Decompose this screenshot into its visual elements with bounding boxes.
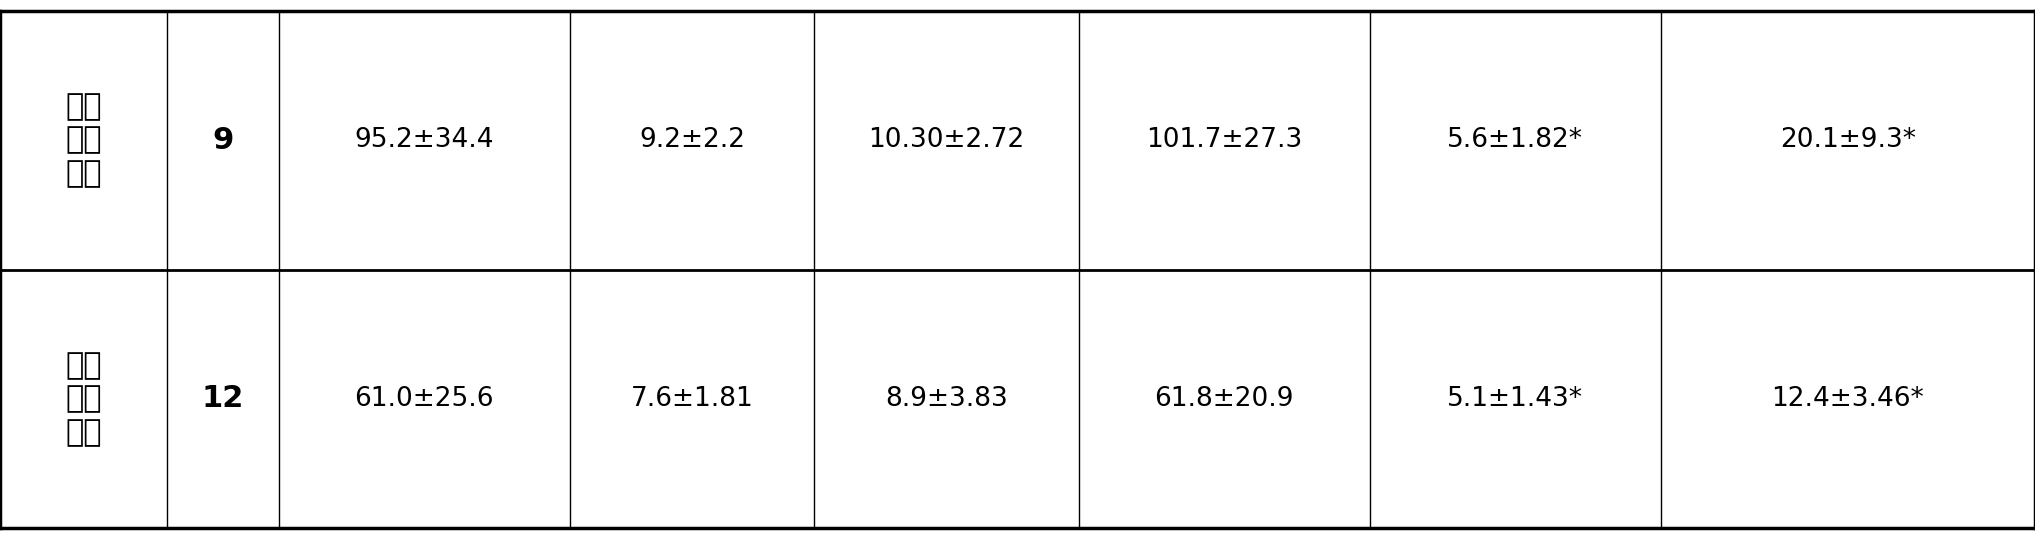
Text: 61.0±25.6: 61.0±25.6 — [354, 386, 495, 412]
Text: 5.1±1.43*: 5.1±1.43* — [1447, 386, 1583, 412]
Text: 9: 9 — [212, 126, 234, 155]
Text: 101.7±27.3: 101.7±27.3 — [1146, 127, 1302, 153]
Text: 慢性
重度
肝炎: 慢性 重度 肝炎 — [65, 351, 102, 447]
Text: 61.8±20.9: 61.8±20.9 — [1154, 386, 1294, 412]
Text: 5.6±1.82*: 5.6±1.82* — [1447, 127, 1583, 153]
Text: 20.1±9.3*: 20.1±9.3* — [1781, 127, 1915, 153]
Text: 95.2±34.4: 95.2±34.4 — [354, 127, 495, 153]
Text: 8.9±3.83: 8.9±3.83 — [885, 386, 1007, 412]
Text: 12: 12 — [201, 384, 244, 413]
Text: 7.6±1.81: 7.6±1.81 — [631, 386, 753, 412]
Text: 重型
乙型
肝炎: 重型 乙型 肝炎 — [65, 92, 102, 188]
Text: 12.4±3.46*: 12.4±3.46* — [1770, 386, 1925, 412]
Text: 9.2±2.2: 9.2±2.2 — [639, 127, 745, 153]
Text: 10.30±2.72: 10.30±2.72 — [869, 127, 1024, 153]
